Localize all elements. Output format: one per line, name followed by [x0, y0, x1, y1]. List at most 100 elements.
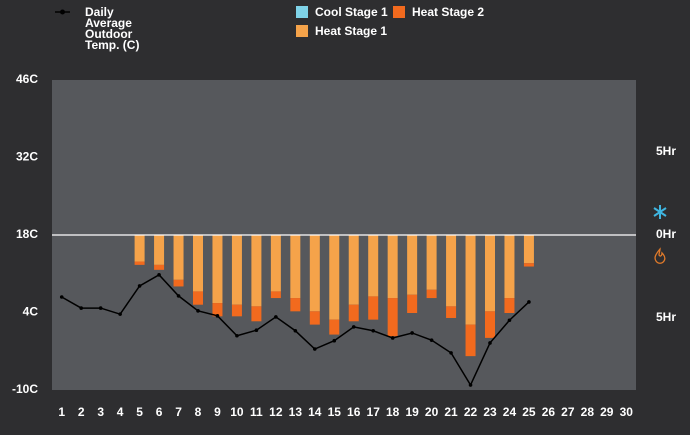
x-tick-label: 25 [522, 405, 536, 419]
bar [348, 304, 359, 322]
x-tick-label: 24 [503, 405, 517, 419]
bar [251, 306, 262, 322]
y-tick-label: 18C [16, 227, 38, 241]
legend-swatch [393, 6, 405, 18]
bar [426, 289, 437, 299]
x-tick-label: 26 [542, 405, 556, 419]
bar [523, 263, 534, 267]
legend-label: Heat Stage 2 [412, 5, 485, 19]
bar [368, 235, 379, 297]
x-tick-label: 22 [464, 405, 478, 419]
bar [523, 235, 534, 264]
x-tick-label: 5 [136, 405, 143, 419]
bar [465, 324, 476, 357]
bar [251, 235, 262, 307]
bar [212, 303, 223, 317]
x-tick-label: 11 [250, 405, 263, 419]
x-tick-label: 10 [230, 405, 244, 419]
temp-point [449, 351, 453, 355]
bar [309, 235, 320, 312]
bar [465, 235, 476, 325]
temp-point [468, 383, 473, 387]
x-tick-label: 21 [444, 405, 458, 419]
legend-swatch [296, 25, 308, 37]
bar [426, 235, 437, 290]
bar [154, 264, 165, 270]
legend-dot [60, 9, 65, 15]
bar [290, 298, 301, 312]
bar [446, 306, 457, 318]
x-tick-label: 3 [97, 405, 104, 419]
x-tick-label: 13 [289, 405, 303, 419]
bar [407, 294, 418, 313]
bar [231, 235, 242, 305]
bar [212, 235, 223, 304]
bar [329, 319, 340, 335]
temp-point [137, 284, 142, 288]
bar [173, 235, 184, 280]
temp-point [527, 300, 531, 304]
bar [485, 235, 495, 312]
temp-point [410, 331, 414, 335]
legend-label: Daily Average Outdoor Temp. (C) [85, 5, 140, 52]
bar [485, 311, 495, 338]
x-tick-label: 18 [386, 405, 400, 419]
y-tick-label: 46C [16, 72, 38, 86]
x-tick-label: 1 [58, 405, 65, 419]
bar [270, 235, 281, 292]
x-tick-label: 9 [214, 405, 221, 419]
y-tick-label: -10C [12, 382, 38, 396]
y2-tick-label: 5Hr [656, 310, 676, 324]
bar [329, 235, 340, 320]
temp-point [313, 347, 317, 351]
x-tick-label: 17 [367, 405, 381, 419]
temp-point [196, 309, 200, 313]
x-tick-label: 20 [425, 405, 439, 419]
y2-tick-label: 0Hr [656, 227, 676, 241]
temp-point [79, 306, 83, 310]
legend-label: Heat Stage 1 [315, 24, 388, 38]
temp-point [390, 336, 395, 340]
bar [231, 304, 242, 317]
bar [173, 279, 184, 287]
temp-point [429, 338, 434, 342]
x-tick-label: 30 [620, 405, 634, 419]
bar [368, 296, 379, 320]
x-tick-label: 2 [78, 405, 85, 419]
x-tick-label: 29 [600, 405, 614, 419]
x-tick-label: 14 [308, 405, 322, 419]
y-tick-label: 4C [23, 305, 39, 319]
y-tick-label: 32C [16, 150, 38, 164]
bar [348, 235, 359, 305]
x-tick-label: 4 [117, 405, 124, 419]
temp-point [254, 328, 259, 333]
temp-point [118, 312, 122, 316]
x-tick-label: 8 [195, 405, 202, 419]
temp-point [215, 314, 220, 318]
temp-point [176, 294, 181, 298]
temp-point [507, 318, 512, 323]
temp-point [157, 273, 161, 277]
bar [387, 298, 398, 337]
bar [290, 235, 301, 299]
x-tick-label: 15 [328, 405, 342, 419]
y2-tick-label: 5Hr [656, 144, 676, 158]
x-tick-label: 23 [483, 405, 497, 419]
x-tick-label: 19 [405, 405, 419, 419]
bar [446, 235, 457, 307]
bar [134, 261, 145, 265]
legend-swatch [296, 6, 308, 18]
bar [309, 311, 320, 325]
bar [387, 235, 398, 299]
x-tick-label: 6 [156, 405, 163, 419]
temp-point [293, 328, 298, 333]
bar [193, 235, 203, 292]
x-tick-label: 28 [581, 405, 595, 419]
bar [270, 291, 281, 299]
bar [504, 298, 515, 313]
temp-point [351, 325, 356, 329]
temp-point [98, 306, 103, 310]
temp-point [274, 315, 278, 319]
x-tick-label: 7 [175, 405, 182, 419]
